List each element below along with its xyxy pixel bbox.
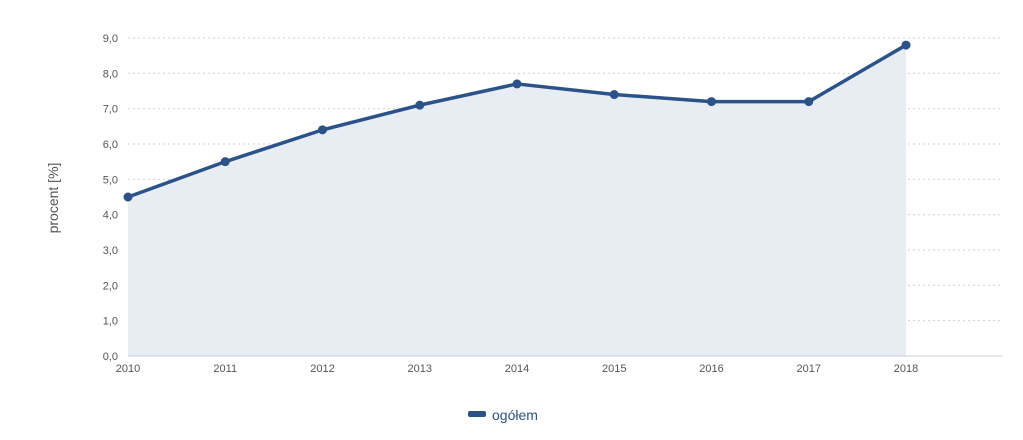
y-tick-label: 3,0	[103, 245, 118, 257]
data-point-2017[interactable]	[804, 97, 814, 107]
x-tick-label: 2016	[699, 363, 723, 375]
data-point-2018[interactable]	[901, 40, 911, 50]
data-point-2013[interactable]	[415, 100, 425, 110]
legend[interactable]: ogółem	[468, 407, 538, 423]
x-tick-label: 2013	[408, 363, 432, 375]
y-tick-label: 7,0	[103, 104, 118, 116]
y-tick-label: 9,0	[103, 33, 118, 45]
y-tick-label: 8,0	[103, 68, 118, 80]
x-tick-label: 2010	[116, 363, 140, 375]
y-tick-label: 1,0	[103, 316, 118, 328]
x-tick-label: 2015	[602, 363, 626, 375]
data-point-2014[interactable]	[512, 79, 522, 89]
y-axis-title: procent [%]	[45, 163, 61, 234]
data-point-2010[interactable]	[123, 192, 133, 202]
y-tick-label: 2,0	[103, 280, 118, 292]
x-tick-label: 2014	[505, 363, 529, 375]
series-area-fill	[128, 45, 906, 357]
y-tick-label: 4,0	[103, 210, 118, 222]
x-tick-label: 2018	[894, 363, 918, 375]
y-tick-label: 5,0	[103, 174, 118, 186]
data-point-2012[interactable]	[318, 125, 327, 135]
x-tick-label: 2012	[310, 363, 334, 375]
data-point-2015[interactable]	[609, 90, 619, 100]
legend-swatch	[468, 411, 486, 417]
x-tick-label: 2017	[797, 363, 821, 375]
y-tick-label: 0,0	[103, 351, 118, 363]
x-tick-label: 2011	[213, 363, 237, 375]
data-point-2016[interactable]	[707, 97, 716, 107]
legend-label-ogolem: ogółem	[492, 407, 538, 423]
y-tick-label: 6,0	[103, 139, 118, 151]
data-point-2011[interactable]	[220, 157, 230, 167]
